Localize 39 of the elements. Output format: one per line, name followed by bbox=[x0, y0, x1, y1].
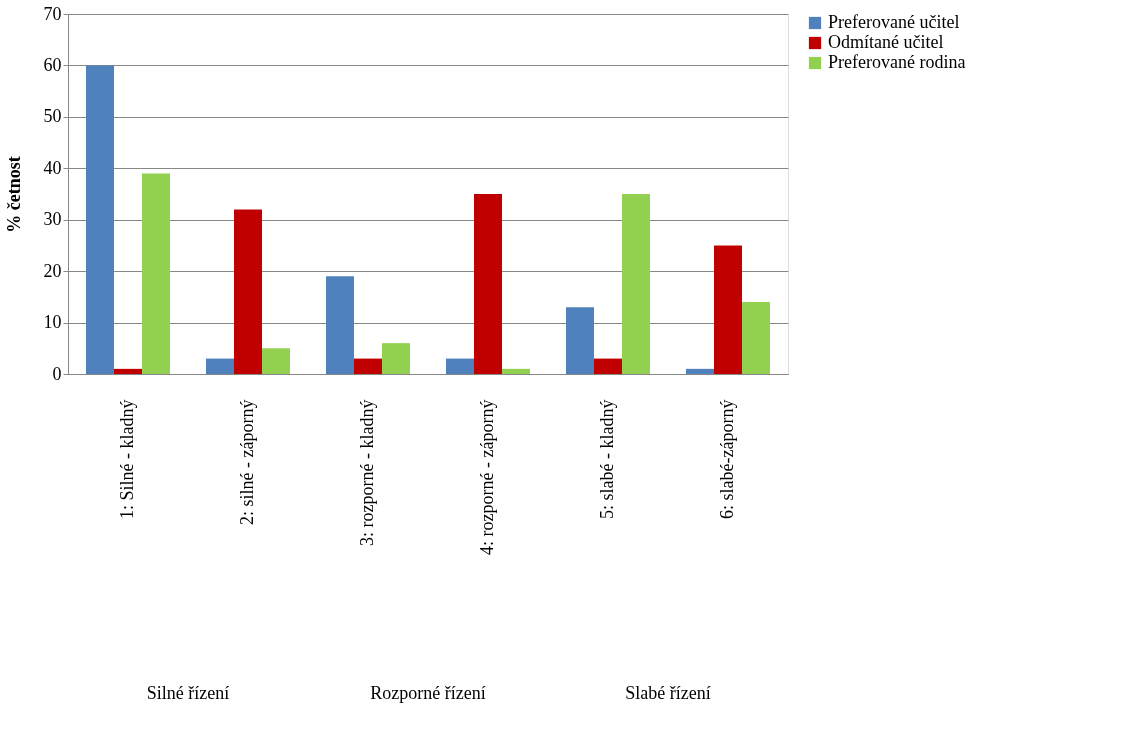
y-tick-label: 20 bbox=[43, 260, 62, 281]
y-tick-label: 50 bbox=[43, 106, 62, 127]
text: Rozporné řízení bbox=[370, 683, 486, 703]
x-tick-label: 3: rozporné - kladný bbox=[357, 399, 377, 546]
bar bbox=[622, 194, 650, 374]
bar bbox=[686, 368, 714, 374]
bar bbox=[714, 245, 742, 374]
bar bbox=[262, 348, 290, 374]
y-tick-label: 30 bbox=[43, 209, 62, 230]
x-tick-label: 2: silné - záporný bbox=[237, 399, 257, 525]
y-tick-label: 10 bbox=[43, 312, 62, 333]
x-tick-label: 5: slabé - kladný bbox=[597, 399, 617, 519]
x-tick-label: 4: rozporné - záporný bbox=[477, 399, 497, 555]
text: Silné řízení bbox=[146, 683, 230, 703]
x-tick-label: 1: Silné - kladný bbox=[117, 399, 137, 519]
legend-label: Odmítané učitel bbox=[828, 32, 944, 52]
text: Slabé řízení bbox=[625, 683, 711, 703]
bar bbox=[502, 368, 530, 374]
x-tick-label: 6: slabé-záporný bbox=[717, 399, 737, 519]
bar bbox=[206, 358, 234, 374]
y-tick-label: 60 bbox=[43, 54, 62, 75]
bar bbox=[354, 358, 382, 374]
y-axis-title: % četnost bbox=[3, 156, 24, 233]
bar bbox=[142, 173, 170, 374]
bar bbox=[594, 358, 622, 374]
bar bbox=[86, 65, 114, 374]
bar bbox=[326, 276, 354, 374]
bar bbox=[114, 368, 142, 374]
bar bbox=[566, 307, 594, 374]
bar bbox=[474, 194, 502, 374]
bar bbox=[234, 209, 262, 374]
legend-label: Preferované rodina bbox=[828, 52, 966, 72]
bar bbox=[446, 358, 474, 374]
y-tick-label: 70 bbox=[43, 3, 62, 24]
bar bbox=[742, 302, 770, 374]
bar bbox=[382, 343, 410, 374]
legend-label: Preferované učitel bbox=[828, 12, 960, 32]
y-tick-label: 40 bbox=[43, 157, 62, 178]
y-tick-label: 0 bbox=[52, 363, 62, 384]
